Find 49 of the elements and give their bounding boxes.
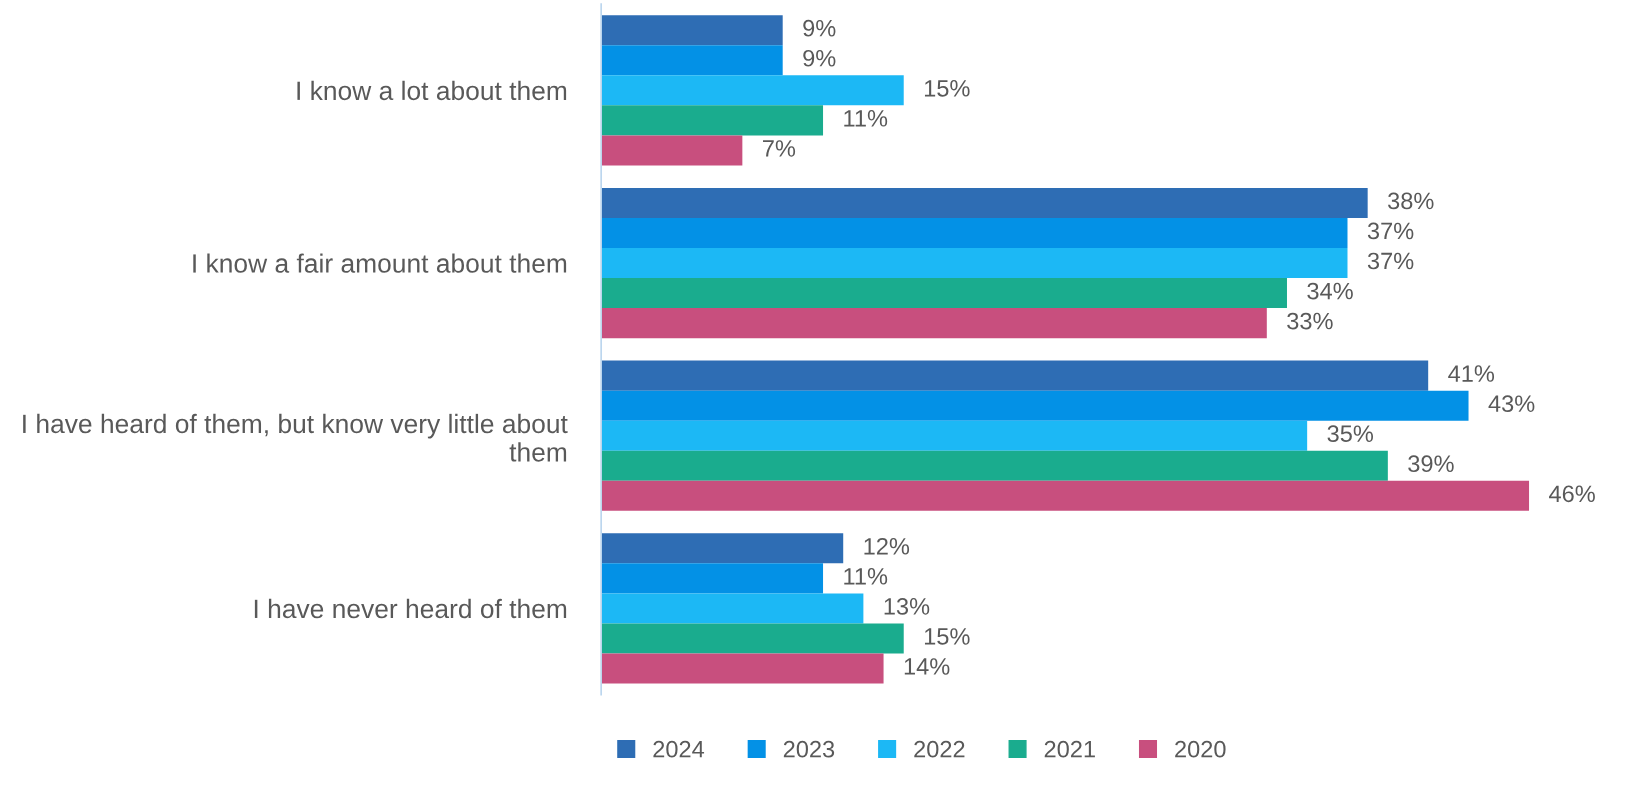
bar <box>601 247 1348 279</box>
bar <box>601 480 1530 511</box>
bar <box>601 308 1267 339</box>
data-label: 38% <box>1388 192 1434 210</box>
data-label: 7% <box>763 140 796 157</box>
y-tick-label: I know a fair amount about them <box>193 253 567 273</box>
bar <box>601 623 904 654</box>
bar <box>601 105 824 136</box>
data-label: 37% <box>1367 252 1414 270</box>
legend-label: 2024 <box>653 740 705 758</box>
legend-label: 2020 <box>1175 740 1226 758</box>
data-label: 46% <box>1549 485 1595 503</box>
y-tick-label: I have never heard of them <box>254 598 567 619</box>
bar <box>601 187 1368 218</box>
data-label: 35% <box>1327 425 1374 443</box>
bar <box>601 360 1429 391</box>
legend-label: 2023 <box>783 740 835 758</box>
bar <box>601 390 1469 421</box>
data-label: 13% <box>884 598 930 615</box>
data-label: 43% <box>1488 395 1535 412</box>
bar <box>601 653 884 684</box>
data-label: 11% <box>844 568 888 585</box>
bar <box>601 217 1348 248</box>
data-label: 11% <box>844 110 888 127</box>
bar <box>601 563 824 594</box>
data-label: 15% <box>924 628 970 645</box>
data-label: 33% <box>1287 312 1333 330</box>
data-label: 15% <box>924 80 970 97</box>
data-label: 37% <box>1367 222 1414 240</box>
data-label: 9% <box>803 19 836 37</box>
bar <box>601 15 783 46</box>
data-label: 14% <box>904 658 950 675</box>
bar <box>601 420 1308 451</box>
data-label: 9% <box>803 49 836 67</box>
data-label: 41% <box>1448 365 1495 382</box>
legend-label: 2022 <box>914 740 965 758</box>
bar <box>601 278 1287 309</box>
y-tick-label: I know a lot about them <box>297 80 567 101</box>
legend-label: 2021 <box>1044 740 1095 758</box>
data-label: 39% <box>1408 455 1454 473</box>
bar <box>601 450 1388 481</box>
bar <box>601 593 864 624</box>
data-label: 34% <box>1307 282 1353 300</box>
bar <box>601 533 844 564</box>
bar <box>601 75 904 106</box>
bar <box>601 45 783 76</box>
data-label: 12% <box>864 537 910 555</box>
y-tick-label: I have heard of them, but know very little about them <box>23 413 568 462</box>
bar <box>601 135 743 166</box>
